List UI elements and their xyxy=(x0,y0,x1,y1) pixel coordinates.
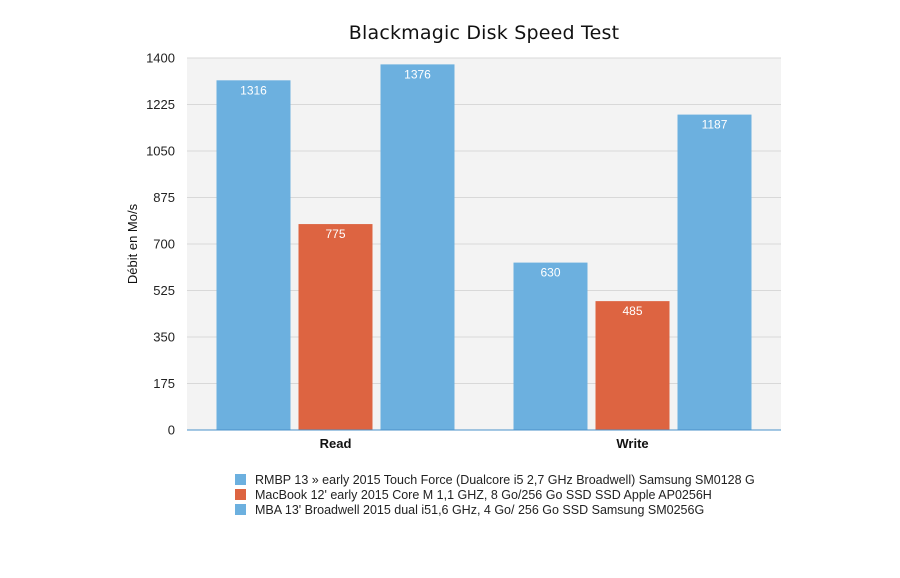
bar-value-label: 630 xyxy=(540,266,560,280)
y-tick-label: 1050 xyxy=(146,144,175,159)
bar xyxy=(216,80,291,430)
bar-value-label: 1316 xyxy=(240,83,267,97)
bar xyxy=(595,301,670,430)
y-tick-label: 1225 xyxy=(146,97,175,112)
bar-value-label: 1187 xyxy=(702,118,728,132)
x-category-label: Read xyxy=(320,436,352,451)
y-tick-label: 0 xyxy=(168,423,175,438)
y-axis-ticks: 0 175 350 525 700 875 1050 1225 1400 xyxy=(146,51,175,438)
legend-swatch xyxy=(235,474,246,485)
x-axis-categories: Read Write xyxy=(320,436,649,451)
bars: 1316 775 1376 630 485 1187 xyxy=(216,64,752,431)
legend-label: MacBook 12' early 2015 Core M 1,1 GHZ, 8… xyxy=(255,487,712,502)
bar-value-label: 775 xyxy=(325,227,345,241)
y-tick-label: 1400 xyxy=(146,51,175,66)
legend-item: MBA 13' Broadwell 2015 dual i51,6 GHz, 4… xyxy=(235,502,755,517)
x-category-label: Write xyxy=(616,436,648,451)
y-tick-label: 525 xyxy=(153,283,175,298)
y-tick-label: 350 xyxy=(153,330,175,345)
bar xyxy=(298,224,373,430)
chart-title: Blackmagic Disk Speed Test xyxy=(348,22,620,44)
legend-item: RMBP 13 » early 2015 Touch Force (Dualco… xyxy=(235,472,755,487)
bar-value-label: 485 xyxy=(622,304,642,318)
legend-swatch xyxy=(235,504,246,515)
bar xyxy=(380,64,455,431)
y-axis-label: Débit en Mo/s xyxy=(125,203,140,284)
legend: RMBP 13 » early 2015 Touch Force (Dualco… xyxy=(235,472,755,517)
bar xyxy=(677,114,752,431)
legend-label: RMBP 13 » early 2015 Touch Force (Dualco… xyxy=(255,472,755,487)
bar xyxy=(513,262,588,430)
y-tick-label: 175 xyxy=(153,376,175,391)
y-tick-label: 700 xyxy=(153,237,175,252)
y-tick-label: 875 xyxy=(153,190,175,205)
legend-label: MBA 13' Broadwell 2015 dual i51,6 GHz, 4… xyxy=(255,502,705,517)
legend-swatch xyxy=(235,489,246,500)
legend-item: MacBook 12' early 2015 Core M 1,1 GHZ, 8… xyxy=(235,487,755,502)
bar-value-label: 1376 xyxy=(404,67,431,81)
